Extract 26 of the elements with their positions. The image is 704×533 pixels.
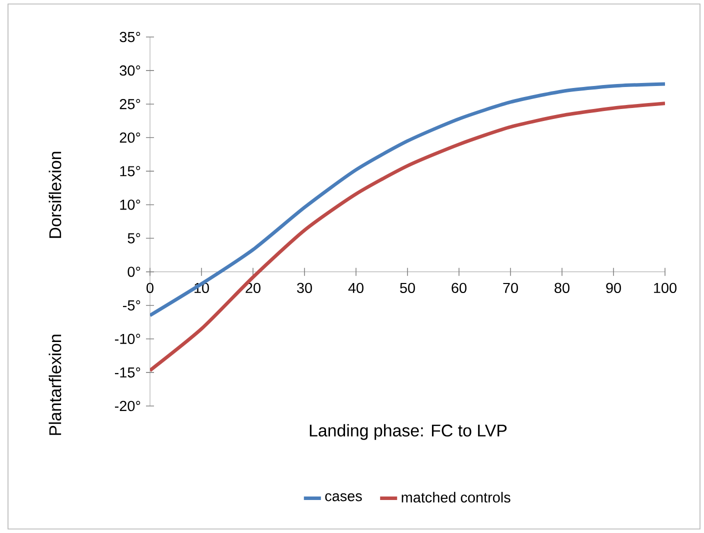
x-tick-label: 100	[654, 282, 676, 294]
legend-label: cases	[325, 493, 362, 502]
y-tick-label: 15°	[120, 166, 140, 176]
y-tick-label: 0°	[128, 266, 140, 277]
legend-label: matched controls	[402, 492, 510, 503]
y-tick-label: -10°	[114, 334, 140, 344]
y-tick-label: -20°	[114, 400, 140, 412]
x-tick-label: 80	[554, 282, 570, 294]
y-tick-label: 35°	[120, 32, 140, 42]
x-tick-label: 0	[146, 282, 154, 294]
y-tick-label: 25°	[120, 98, 140, 110]
y-tick-label: 20°	[120, 132, 140, 143]
y-tick-label: 5°	[128, 233, 140, 244]
y-tick-label: 30°	[120, 65, 140, 76]
y-axis-title: Dorsiflexion	[48, 152, 62, 238]
x-tick-label: 70	[503, 282, 518, 294]
x-tick-label: 50	[400, 282, 415, 294]
text: Plantarflexion	[48, 334, 62, 435]
x-tick-label: 30	[297, 282, 312, 294]
x-tick-label: 60	[452, 282, 466, 294]
y-tick-label: 10°	[120, 200, 140, 210]
y-tick-label: -5°	[123, 300, 140, 310]
x-tick-label: 40	[348, 282, 364, 294]
y-tick-label: -15°	[114, 367, 140, 378]
x-tick-label: 90	[606, 282, 621, 294]
x-axis-title: Landing phase: FC to LVP	[310, 424, 507, 440]
